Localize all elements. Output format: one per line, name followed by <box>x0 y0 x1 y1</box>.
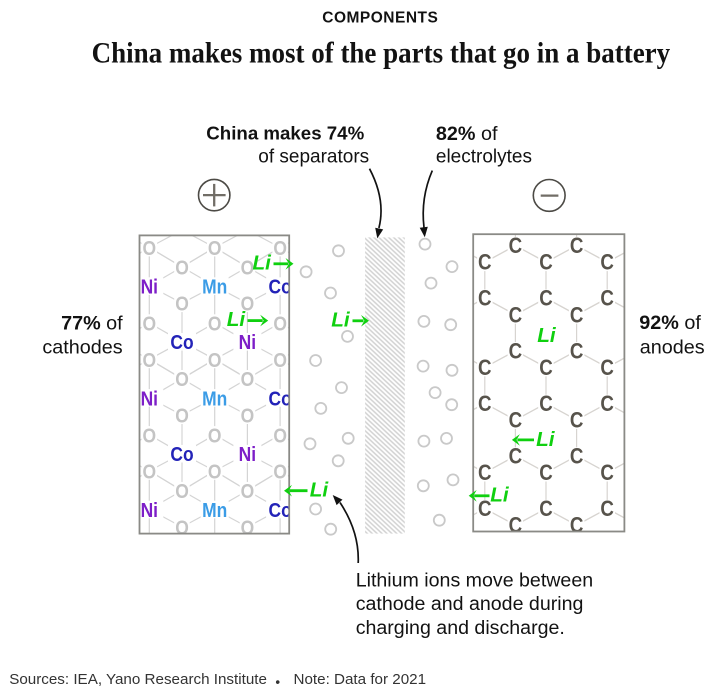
svg-text:Ni: Ni <box>141 500 158 523</box>
svg-text:Li: Li <box>310 479 330 502</box>
svg-text:Li: Li <box>536 428 556 451</box>
svg-text:C: C <box>539 497 553 522</box>
svg-text:Ni: Ni <box>141 388 158 411</box>
svg-text:C: C <box>509 234 523 259</box>
svg-text:C: C <box>539 461 553 486</box>
svg-text:China makes most of the parts: China makes most of the parts that go in… <box>92 37 671 70</box>
svg-text:C: C <box>509 303 523 328</box>
svg-text:C: C <box>570 513 584 538</box>
svg-text:O: O <box>273 238 287 261</box>
svg-text:Mn: Mn <box>202 276 227 299</box>
svg-text:C: C <box>509 513 523 538</box>
svg-text:92% of: 92% of <box>639 312 701 334</box>
svg-text:77% of: 77% of <box>61 312 123 334</box>
svg-text:C: C <box>509 339 523 364</box>
svg-text:charging and discharge.: charging and discharge. <box>356 617 565 639</box>
svg-text:Co: Co <box>170 332 193 355</box>
svg-text:Note: Data for 2021: Note: Data for 2021 <box>294 671 427 688</box>
svg-text:O: O <box>143 425 157 448</box>
svg-text:O: O <box>241 517 255 540</box>
svg-text:C: C <box>570 303 584 328</box>
svg-text:O: O <box>273 350 287 373</box>
svg-text:O: O <box>208 425 222 448</box>
svg-text:Co: Co <box>268 500 291 523</box>
svg-text:O: O <box>241 294 255 317</box>
svg-text:O: O <box>175 405 189 428</box>
svg-text:C: C <box>478 391 492 416</box>
svg-text:C: C <box>600 391 614 416</box>
svg-text:Co: Co <box>268 388 291 411</box>
svg-text:C: C <box>600 286 614 311</box>
svg-text:C: C <box>570 339 584 364</box>
svg-text:anodes: anodes <box>640 336 705 358</box>
svg-text:O: O <box>143 313 157 336</box>
svg-text:O: O <box>241 369 255 392</box>
svg-text:C: C <box>478 461 492 486</box>
svg-text:Ni: Ni <box>239 444 256 467</box>
svg-text:O: O <box>175 369 189 392</box>
svg-text:C: C <box>539 286 553 311</box>
svg-text:cathodes: cathodes <box>42 336 122 358</box>
svg-text:82% of: 82% of <box>436 123 498 145</box>
svg-text:O: O <box>273 461 287 484</box>
svg-text:C: C <box>600 250 614 275</box>
svg-text:O: O <box>143 238 157 261</box>
svg-text:Li: Li <box>537 324 557 347</box>
svg-text:C: C <box>600 355 614 380</box>
svg-text:Co: Co <box>268 276 291 299</box>
svg-text:O: O <box>241 405 255 428</box>
svg-text:C: C <box>570 234 584 259</box>
svg-text:Co: Co <box>170 444 193 467</box>
svg-text:C: C <box>478 355 492 380</box>
svg-text:O: O <box>241 257 255 280</box>
svg-text:C: C <box>570 444 584 469</box>
svg-text:C: C <box>600 497 614 522</box>
svg-text:O: O <box>175 517 189 540</box>
svg-text:•: • <box>275 674 280 689</box>
svg-text:O: O <box>143 350 157 373</box>
svg-text:O: O <box>175 294 189 317</box>
svg-text:Li: Li <box>253 251 273 274</box>
svg-text:O: O <box>273 425 287 448</box>
svg-text:electrolytes: electrolytes <box>436 146 532 167</box>
svg-text:C: C <box>478 497 492 522</box>
svg-text:O: O <box>143 461 157 484</box>
svg-text:O: O <box>273 313 287 336</box>
svg-text:of separators: of separators <box>258 147 369 168</box>
svg-text:Ni: Ni <box>239 332 256 355</box>
svg-text:Mn: Mn <box>202 500 227 523</box>
svg-text:C: C <box>478 286 492 311</box>
svg-text:Sources: IEA, Yano Research In: Sources: IEA, Yano Research Institute <box>9 671 267 688</box>
svg-text:COMPONENTS: COMPONENTS <box>322 10 438 27</box>
svg-text:C: C <box>600 461 614 486</box>
svg-text:C: C <box>509 444 523 469</box>
svg-text:Lithium ions move between: Lithium ions move between <box>356 570 593 592</box>
svg-text:Li: Li <box>227 308 247 331</box>
svg-text:C: C <box>509 408 523 433</box>
svg-text:O: O <box>175 257 189 280</box>
svg-text:cathode and anode during: cathode and anode during <box>356 593 584 615</box>
svg-text:Li: Li <box>331 308 351 331</box>
svg-text:O: O <box>208 313 222 336</box>
svg-text:O: O <box>175 481 189 504</box>
svg-text:Ni: Ni <box>141 276 158 299</box>
svg-text:O: O <box>208 461 222 484</box>
svg-text:China makes 74%: China makes 74% <box>206 123 364 144</box>
svg-text:O: O <box>208 350 222 373</box>
svg-text:Mn: Mn <box>202 388 227 411</box>
svg-text:C: C <box>478 250 492 275</box>
svg-text:C: C <box>539 391 553 416</box>
svg-text:C: C <box>539 355 553 380</box>
svg-text:Li: Li <box>490 484 510 507</box>
svg-text:C: C <box>570 408 584 433</box>
svg-text:O: O <box>208 238 222 261</box>
svg-text:C: C <box>539 250 553 275</box>
svg-text:O: O <box>241 481 255 504</box>
